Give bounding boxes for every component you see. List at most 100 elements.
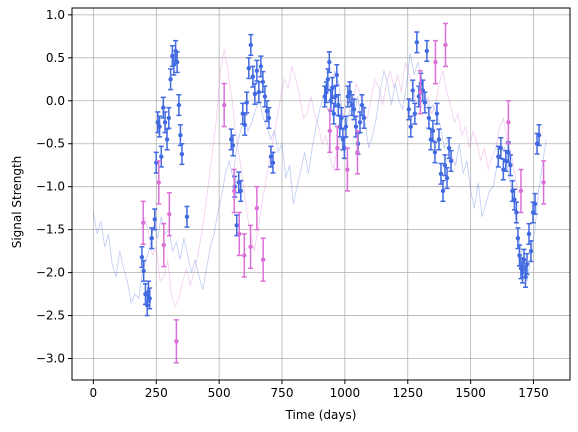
data-point bbox=[408, 115, 414, 138]
marker bbox=[446, 145, 452, 151]
marker bbox=[523, 274, 528, 280]
marker bbox=[152, 217, 157, 222]
data-point bbox=[343, 115, 349, 138]
data-point bbox=[443, 22, 448, 68]
marker bbox=[262, 94, 268, 99]
data-point bbox=[430, 119, 436, 142]
marker bbox=[157, 124, 162, 129]
data-point bbox=[444, 167, 450, 190]
data-point bbox=[254, 59, 260, 82]
marker bbox=[521, 257, 527, 262]
marker bbox=[345, 167, 350, 172]
marker bbox=[339, 115, 344, 121]
marker bbox=[342, 145, 347, 151]
data-point bbox=[270, 151, 276, 174]
data-point bbox=[541, 160, 547, 205]
marker bbox=[238, 188, 243, 194]
marker bbox=[237, 231, 242, 237]
data-point bbox=[524, 252, 530, 276]
data-point bbox=[164, 128, 170, 151]
data-point bbox=[361, 106, 367, 130]
marker bbox=[434, 111, 440, 116]
marker bbox=[161, 242, 167, 248]
marker bbox=[156, 180, 161, 185]
marker bbox=[345, 94, 351, 99]
data-point bbox=[440, 179, 446, 203]
data-point bbox=[173, 319, 179, 364]
marker bbox=[357, 120, 363, 125]
marker bbox=[410, 88, 416, 93]
data-point bbox=[335, 94, 341, 117]
y-tick-label: 0.0 bbox=[46, 94, 65, 108]
marker bbox=[432, 150, 438, 155]
data-point bbox=[184, 205, 190, 228]
data-point bbox=[434, 102, 440, 125]
data-point bbox=[242, 113, 248, 136]
marker bbox=[179, 151, 185, 157]
marker bbox=[444, 175, 450, 181]
x-tick-label: 1500 bbox=[455, 386, 486, 400]
x-tick-label: 1250 bbox=[392, 386, 423, 400]
data-point bbox=[252, 82, 258, 105]
data-point bbox=[221, 82, 227, 128]
axes-frame bbox=[71, 7, 571, 381]
marker bbox=[353, 124, 359, 129]
marker bbox=[448, 158, 454, 164]
marker bbox=[325, 77, 330, 82]
data-point bbox=[522, 265, 528, 288]
x-tick-label: 750 bbox=[271, 386, 294, 400]
marker bbox=[359, 102, 365, 108]
marker bbox=[145, 303, 150, 308]
axes-layer: 0 250 500 750 1000 1250 1500 1750 −3.0 −2.5 −2.0 −1… bbox=[36, 7, 571, 400]
data-point bbox=[158, 145, 164, 168]
marker bbox=[335, 145, 340, 151]
data-point bbox=[328, 89, 334, 112]
x-tick-label: 250 bbox=[145, 386, 168, 400]
marker bbox=[324, 89, 329, 95]
data-point bbox=[266, 106, 272, 130]
data-point bbox=[236, 211, 242, 257]
data-point bbox=[177, 124, 183, 147]
data-point bbox=[518, 168, 524, 214]
marker bbox=[242, 122, 247, 128]
marker bbox=[174, 59, 180, 65]
marker bbox=[221, 102, 227, 108]
data-point bbox=[334, 125, 340, 171]
marker bbox=[512, 197, 517, 202]
marker bbox=[506, 150, 511, 155]
data-point bbox=[156, 160, 162, 205]
marker bbox=[159, 154, 164, 159]
data-point bbox=[147, 287, 153, 310]
data-point bbox=[174, 51, 180, 74]
data-point bbox=[260, 237, 266, 282]
y-tick-label: 0.5 bbox=[46, 51, 65, 65]
marker bbox=[532, 201, 538, 207]
data-point bbox=[152, 208, 158, 231]
data-point bbox=[166, 106, 172, 130]
plot-layer bbox=[72, 8, 570, 380]
data-point bbox=[248, 224, 254, 270]
marker bbox=[230, 143, 236, 148]
data-point bbox=[505, 141, 511, 164]
marker bbox=[355, 150, 360, 155]
marker bbox=[162, 120, 168, 125]
marker bbox=[526, 231, 532, 237]
data-point bbox=[528, 240, 534, 263]
data-point bbox=[141, 259, 147, 282]
marker bbox=[166, 115, 172, 121]
data-point bbox=[258, 55, 264, 78]
data-point bbox=[161, 222, 167, 268]
marker bbox=[252, 91, 258, 97]
series-line-1 bbox=[140, 49, 519, 309]
marker bbox=[408, 124, 413, 129]
data-point bbox=[359, 94, 365, 117]
marker bbox=[424, 48, 430, 54]
data-point bbox=[157, 115, 163, 138]
marker bbox=[361, 115, 367, 121]
data-point bbox=[238, 179, 244, 203]
marker bbox=[436, 137, 442, 142]
marker bbox=[174, 339, 179, 344]
data-point bbox=[254, 185, 260, 231]
data-point bbox=[354, 130, 360, 175]
data-point bbox=[345, 85, 351, 108]
